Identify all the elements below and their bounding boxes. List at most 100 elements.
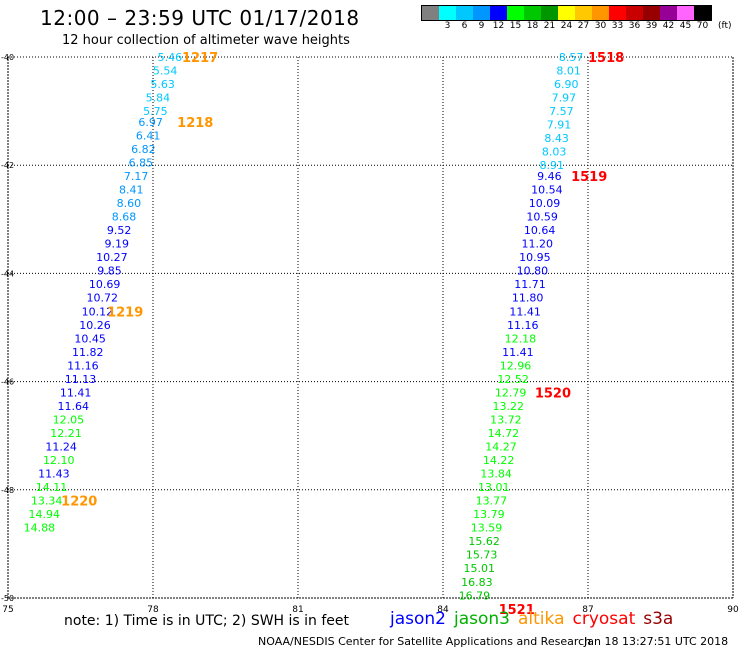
wave-height-value: 10.80 [517,265,549,278]
wave-height-value: 9.52 [107,224,132,237]
lat-tick-label: -42 [1,161,14,170]
color-scale-legend [421,5,712,21]
wave-height-value: 11.41 [509,305,541,318]
legend-swatch [507,6,524,20]
credit-text: NOAA/NESDIS Center for Satellite Applica… [258,635,592,648]
wave-height-value: 12.79 [495,386,527,399]
wave-height-value: 13.01 [478,481,510,494]
wave-height-value: 6.90 [554,78,579,91]
legend-swatch [456,6,473,20]
legend-label: 42 [662,21,675,31]
legend-label: 70 [696,21,709,31]
lon-tick-label: 90 [727,605,739,615]
satellite-jason2: jason2 [390,609,446,629]
wave-height-value: 11.13 [65,373,97,386]
wave-height-value: 5.46 [158,51,183,64]
legend-label: 33 [611,21,624,31]
lon-tick-label: 87 [582,605,593,615]
pass-time: 1218 [177,116,213,131]
map-grid [7,56,734,599]
wave-height-value: 15.62 [468,535,500,548]
pass-time-labels: 1217 1218 1219 1220 1518 1519 1520 1521 [61,51,624,618]
wave-height-value: 14.94 [29,508,61,521]
lon-tick-label: 81 [292,605,303,615]
pass-time: 1219 [107,305,143,320]
legend-swatch [490,6,507,20]
wave-height-value: 12.05 [53,413,85,426]
map-frame [7,56,734,599]
wave-height-value: 10.72 [87,292,119,305]
wave-height-value: 7.57 [549,105,574,118]
legend-label: 27 [577,21,590,31]
wave-height-value: 8.41 [119,184,144,197]
wave-height-value: 11.16 [507,319,539,332]
wave-height-value: 6.97 [138,116,163,129]
wave-height-value: 6.85 [129,156,154,169]
wave-height-value: 15.73 [466,549,498,562]
legend-label: 30 [594,21,607,31]
lat-tick-label: -50 [1,594,14,603]
wave-height-value: 13.84 [480,468,512,481]
legend-swatch [541,6,558,20]
wave-height-value: 11.41 [502,346,534,359]
wave-height-value: 14.27 [485,441,517,454]
lon-tick-label: 78 [147,605,159,615]
pass-time: 1521 [499,603,535,618]
wave-height-value: 13.79 [473,508,505,521]
lat-tick-label: -48 [1,486,14,495]
map-tick-labels: 75 78 81 84 87 90 -40 -42 -44 -46 -48 -50 [1,53,739,615]
legend-label: 12 [492,21,505,31]
wave-height-value: 14.22 [483,454,515,467]
wave-height-value: 11.41 [60,386,92,399]
legend-swatch [694,6,711,20]
page-title: 12:00 – 23:59 UTC 01/17/2018 [40,6,360,30]
legend-swatch [558,6,575,20]
wave-height-value: 7.97 [552,92,577,105]
lon-tick-label: 84 [437,605,449,615]
legend-label: 36 [628,21,641,31]
page-subtitle: 12 hour collection of altimeter wave hei… [62,33,350,48]
wave-height-value: 11.80 [512,292,544,305]
wave-height-value: 8.60 [117,197,142,210]
wave-height-value: 5.63 [150,78,175,91]
wave-height-value: 14.88 [24,522,56,535]
color-scale-labels: 3 6 9 12 15 18 21 24 27 30 33 36 39 42 45 70 [0,21,740,33]
wave-height-value: 10.69 [89,278,121,291]
wave-height-value: 13.22 [493,400,525,413]
wave-height-value: 12.18 [505,332,537,345]
wave-height-value: 11.43 [38,468,70,481]
wave-height-value: 9.46 [537,170,562,183]
legend-swatch [626,6,643,20]
wave-height-value: 5.54 [153,65,178,78]
wave-height-value: 9.19 [105,238,130,251]
wave-height-value: 8.43 [544,132,569,145]
wave-height-value: 10.45 [74,332,106,345]
legend-label: 39 [645,21,658,31]
pass-time: 1217 [182,51,218,66]
wave-height-labels: 5.465.545.635.845.756.976.416.826.857.17… [24,51,584,602]
wave-height-value: 16.79 [459,589,491,602]
pass-time: 1518 [588,51,624,66]
wave-height-value: 11.24 [45,441,77,454]
wave-height-value: 11.71 [514,278,546,291]
generated-timestamp: Jan 18 13:27:51 UTC 2018 [584,635,729,648]
legend-label: 3 [444,21,451,31]
wave-height-value: 8.01 [556,65,581,78]
wave-height-value: 6.41 [136,129,161,142]
pass-time: 1520 [535,386,571,401]
lat-tick-label: -40 [1,53,14,62]
wave-height-value: 5.84 [146,92,171,105]
wave-height-value: 13.72 [490,413,522,426]
legend-label: 6 [461,21,468,31]
satellite-cryosat: cryosat [572,609,636,629]
footer-note: note: 1) Time is in UTC; 2) SWH is in fe… [64,613,350,629]
lat-tick-label: -44 [1,269,14,278]
wave-height-value: 14.11 [36,481,68,494]
satellite-altika: altika [518,609,565,629]
wave-height-value: 12.96 [500,359,532,372]
legend-swatch [677,6,694,20]
legend-label: 45 [679,21,692,31]
wave-height-value: 10.27 [96,251,128,264]
legend-label: 24 [560,21,573,31]
legend-label: 9 [478,21,485,31]
